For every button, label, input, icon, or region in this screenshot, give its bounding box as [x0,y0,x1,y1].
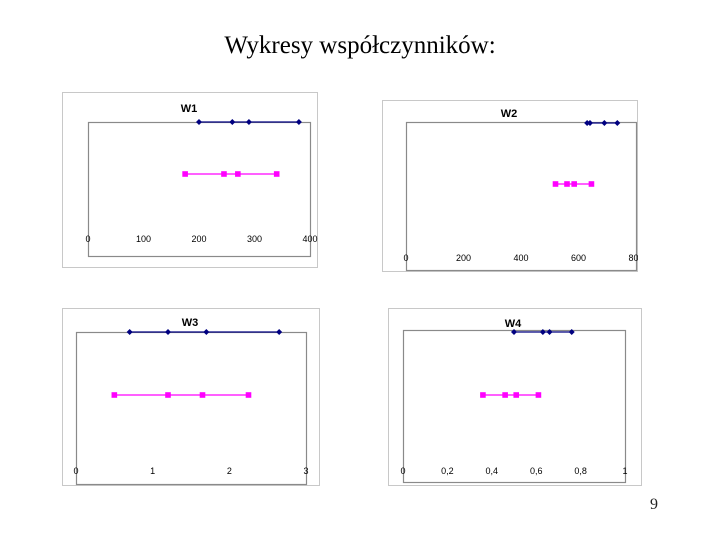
x-tick-label: 0 [85,234,90,244]
series-1-point [295,119,302,125]
x-tick-label: 300 [247,234,262,244]
plot-area [405,121,638,272]
x-tick-label: 0,8 [574,466,587,476]
series-2-point [535,392,542,398]
series-1-point [568,329,575,335]
x-tick-label: 400 [513,253,528,263]
x-tick-label: 1 [622,466,627,476]
series-2-point [480,392,486,398]
series-1-point [511,329,517,335]
x-tick-label: 600 [571,253,586,263]
chart-w1: W1 0 100 200 300 400 [62,92,318,268]
series-1-point [276,329,283,335]
series-1-point [601,120,608,126]
series-1-point [587,120,593,126]
series-2-point [273,171,280,177]
slide-title: Wykresy współczynników: [224,32,496,59]
series-1-point [196,119,202,125]
chart-w3: W3 0 1 2 3 [62,308,320,486]
series-2-point [199,392,206,398]
series-2-point [182,171,188,177]
series-2-point [564,181,570,187]
x-tick-label: 400 [302,234,317,244]
series-2-point [165,392,171,398]
page-number: 9 [650,496,658,513]
series-1-point [229,119,236,125]
x-tick-label: 200 [191,234,206,244]
x-tick-label: 800 [628,253,638,263]
chart-svg: W2 0 200 400 600 800 [382,100,638,272]
chart-title: W2 [501,108,518,120]
series-2-point [245,392,252,398]
x-tick-label: 1 [150,466,155,476]
series-2-point [221,171,227,177]
x-tick-label: 2 [227,466,232,476]
x-tick-label: 3 [303,466,308,476]
chart-title: W4 [505,318,522,330]
chart-title: W1 [181,103,198,115]
plot-area [75,331,308,486]
series-2-point [513,392,520,398]
x-tick-label: 100 [136,234,151,244]
x-tick-label: 0,2 [441,466,454,476]
chart-w2: W2 0 200 400 600 800 [382,100,638,272]
series-1-point [546,329,553,335]
x-tick-label: 200 [456,253,471,263]
series-2-point [552,181,559,187]
series-2-point [588,181,595,187]
x-tick-label: 0 [400,466,405,476]
series-1-point [203,329,210,335]
x-tick-label: 0,4 [486,466,499,476]
series-1-point [245,119,252,125]
x-tick-label: 0 [73,466,78,476]
series-2-point [235,171,241,177]
series-2-point [111,392,118,398]
plot-area [87,121,312,258]
chart-title: W3 [182,317,199,329]
series-1-point [165,329,171,335]
series-1-point [614,120,621,126]
series-2-point [502,392,508,398]
plot-area [402,329,627,484]
chart-svg: W4 0 0,2 0,4 0,6 0,8 1 [388,308,642,486]
chart-svg: W3 0 1 2 3 [62,308,320,486]
x-tick-label: 0,6 [530,466,543,476]
series-2-point [571,181,577,187]
x-tick-label: 0 [403,253,408,263]
series-1-point [539,329,546,335]
chart-svg: W1 0 100 200 300 400 [62,92,318,268]
chart-w4: W4 0 0,2 0,4 0,6 0,8 1 [388,308,642,486]
